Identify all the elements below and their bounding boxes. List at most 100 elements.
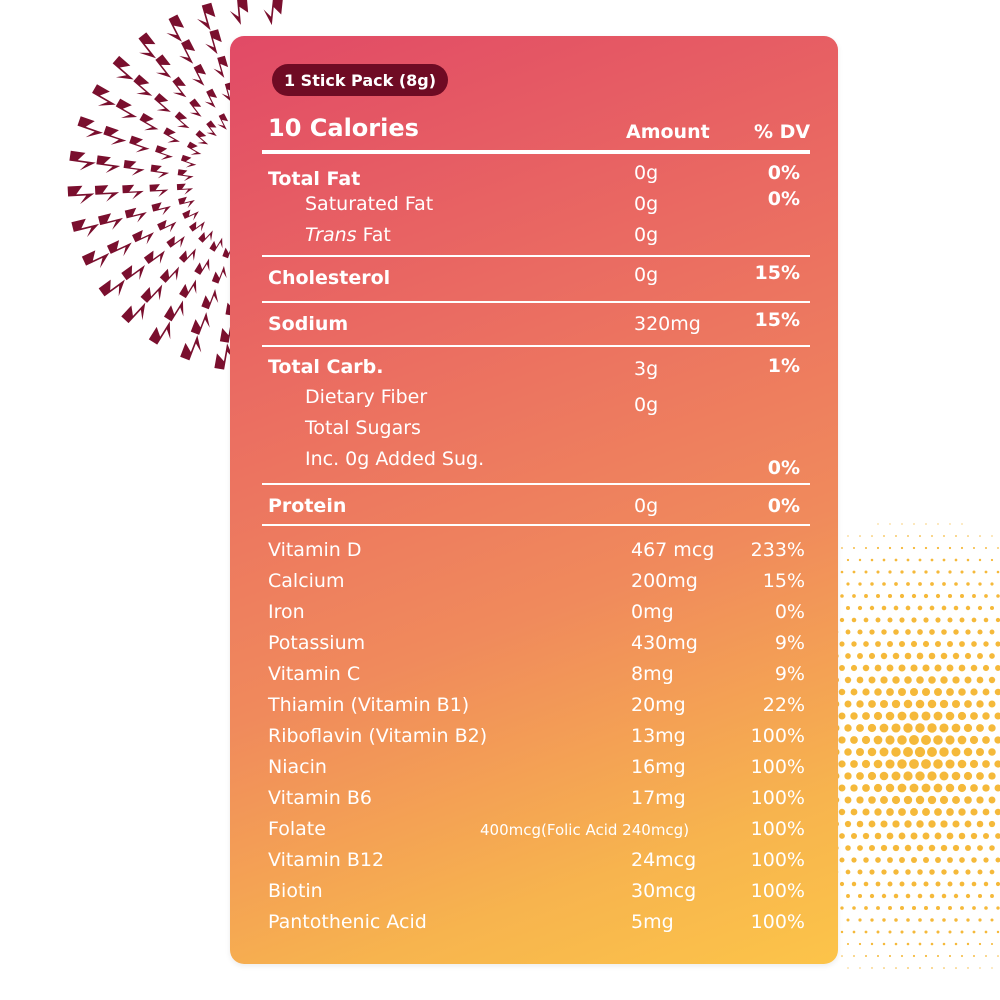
halftone-dot bbox=[976, 700, 984, 708]
halftone-dot bbox=[965, 869, 971, 875]
halftone-dot bbox=[846, 918, 850, 922]
halftone-dot bbox=[856, 724, 864, 732]
halftone-dot bbox=[927, 699, 937, 709]
halftone-dot bbox=[990, 918, 994, 922]
lightning-bolt-mark bbox=[103, 125, 127, 145]
halftone-dot bbox=[879, 747, 889, 757]
vitamin-dv: 15% bbox=[762, 570, 805, 592]
halftone-dot bbox=[901, 523, 903, 525]
halftone-dot bbox=[869, 893, 875, 899]
halftone-dot bbox=[839, 857, 845, 863]
halftone-dot bbox=[839, 617, 845, 623]
halftone-dot bbox=[841, 547, 843, 549]
vitamin-dv: 100% bbox=[750, 818, 805, 840]
halftone-dot bbox=[864, 546, 868, 550]
lightning-bolt-mark bbox=[211, 265, 227, 284]
halftone-dot bbox=[997, 547, 999, 549]
halftone-dot bbox=[914, 746, 926, 758]
halftone-dot bbox=[916, 652, 924, 660]
halftone-dot bbox=[946, 664, 954, 672]
halftone-dot bbox=[886, 832, 894, 840]
halftone-dot bbox=[945, 735, 955, 745]
halftone-dot bbox=[850, 784, 858, 792]
halftone-dot bbox=[976, 676, 984, 684]
halftone-dot bbox=[917, 893, 923, 899]
lightning-bolt-mark bbox=[98, 279, 125, 297]
halftone-dot bbox=[976, 748, 984, 756]
halftone-dot bbox=[839, 641, 845, 647]
halftone-dot bbox=[841, 955, 843, 957]
lightning-bolt-mark bbox=[204, 88, 218, 108]
halftone-dot bbox=[960, 906, 964, 910]
halftone-dot bbox=[868, 844, 876, 852]
halftone-dot bbox=[859, 967, 861, 969]
halftone-dot bbox=[882, 558, 886, 562]
halftone-dot bbox=[852, 930, 856, 934]
halftone-dot bbox=[923, 881, 929, 887]
halftone-dot bbox=[850, 712, 858, 720]
halftone-dot bbox=[982, 784, 990, 792]
lightning-bolt-mark bbox=[195, 130, 209, 145]
halftone-dot bbox=[891, 747, 901, 757]
halftone-dot bbox=[887, 641, 893, 647]
lightning-bolt-mark bbox=[197, 2, 216, 31]
halftone-dot bbox=[972, 546, 976, 550]
halftone-dot bbox=[880, 796, 888, 804]
vitamin-dv: 22% bbox=[762, 694, 805, 716]
halftone-dot bbox=[840, 570, 844, 574]
halftone-dot bbox=[961, 523, 963, 525]
halftone-dot bbox=[897, 711, 907, 721]
lightning-bolt-mark bbox=[179, 39, 196, 64]
halftone-dot bbox=[935, 881, 941, 887]
lightning-bolt-mark bbox=[150, 164, 170, 179]
halftone-dot bbox=[862, 808, 870, 816]
halftone-dot bbox=[934, 808, 942, 816]
halftone-dot bbox=[858, 942, 862, 946]
halftone-dot bbox=[945, 783, 955, 793]
halftone-dot bbox=[923, 905, 929, 911]
halftone-dot bbox=[942, 918, 946, 922]
halftone-dot bbox=[863, 617, 869, 623]
halftone-dot bbox=[970, 832, 978, 840]
halftone-dot bbox=[942, 942, 946, 946]
halftone-dot bbox=[952, 676, 960, 684]
vitamin-label: Folate bbox=[268, 818, 326, 840]
halftone-dot bbox=[846, 942, 850, 946]
halftone-dot bbox=[844, 724, 852, 732]
halftone-dot bbox=[862, 664, 870, 672]
halftone-dot bbox=[864, 594, 868, 598]
halftone-dot bbox=[893, 869, 899, 875]
halftone-dot bbox=[864, 570, 868, 574]
halftone-dot bbox=[881, 605, 887, 611]
halftone-dot bbox=[864, 906, 868, 910]
nutrient-amount-trans-fat: 0g bbox=[634, 224, 659, 246]
halftone-dot bbox=[930, 918, 934, 922]
lightning-bolt-mark bbox=[140, 284, 163, 303]
lightning-bolt-mark bbox=[157, 219, 177, 233]
halftone-dot bbox=[874, 808, 882, 816]
halftone-dot bbox=[924, 954, 928, 958]
halftone-dot bbox=[972, 594, 976, 598]
halftone-dot bbox=[971, 857, 977, 863]
vitamin-label: Potassium bbox=[268, 632, 366, 654]
halftone-dot bbox=[960, 930, 964, 934]
halftone-dot bbox=[880, 820, 888, 828]
halftone-dot bbox=[995, 881, 1000, 887]
halftone-dot bbox=[934, 832, 942, 840]
halftone-dot bbox=[961, 955, 963, 957]
halftone-dot bbox=[871, 967, 873, 969]
halftone-dot bbox=[891, 723, 901, 733]
halftone-dot bbox=[897, 759, 907, 769]
halftone-dot bbox=[863, 881, 869, 887]
halftone-dot bbox=[996, 906, 1000, 910]
lightning-bolt-mark bbox=[189, 98, 202, 117]
halftone-dot bbox=[840, 906, 844, 910]
halftone-dot bbox=[850, 832, 858, 840]
halftone-dot bbox=[885, 711, 895, 721]
halftone-dot bbox=[899, 905, 905, 911]
halftone-dot bbox=[995, 665, 1000, 671]
halftone-dot bbox=[894, 942, 898, 946]
halftone-dot bbox=[858, 582, 862, 586]
halftone-dot bbox=[864, 930, 868, 934]
halftone-dot bbox=[886, 688, 894, 696]
